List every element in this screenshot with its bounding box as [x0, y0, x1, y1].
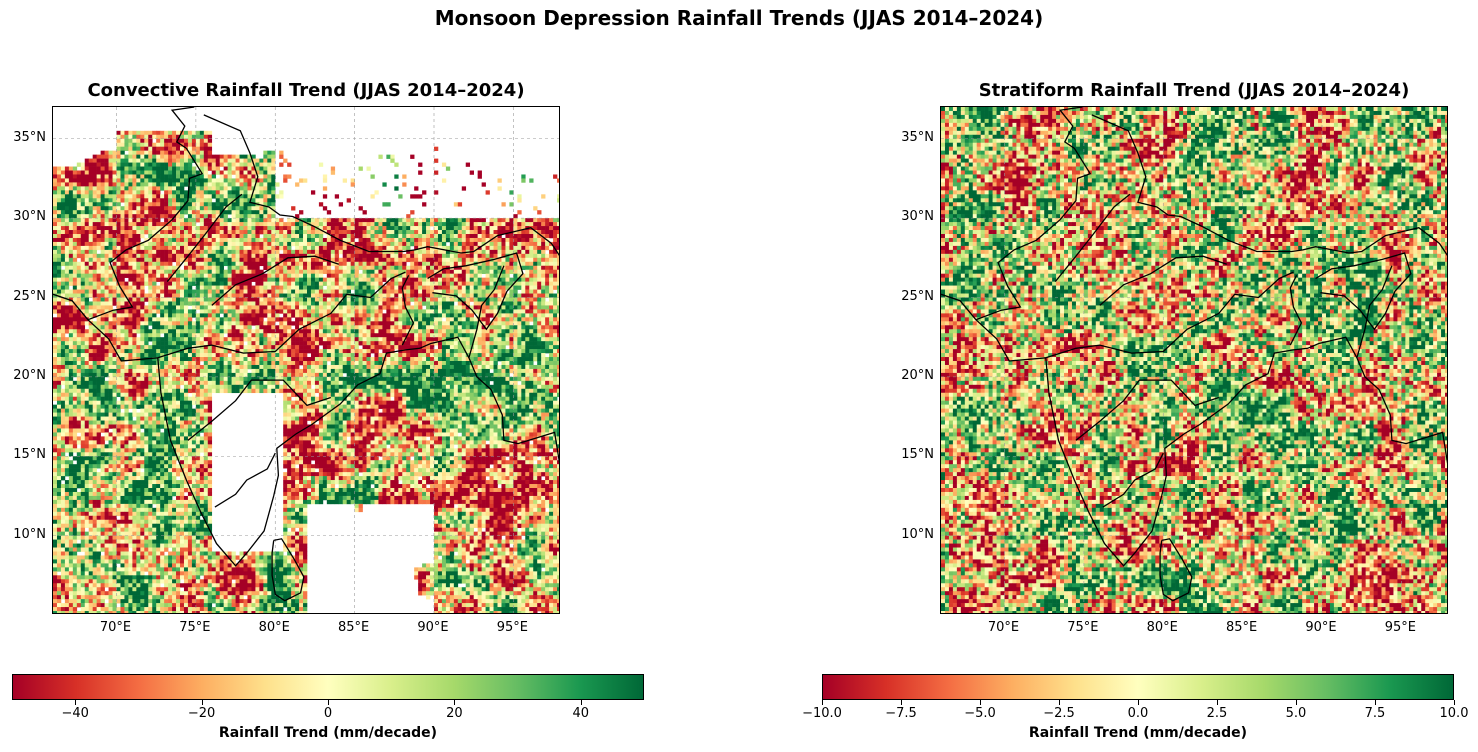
lon-tick-label: 80°E [244, 620, 304, 635]
lon-tick-label: 90°E [403, 620, 463, 635]
lon-tick-label: 80°E [1132, 620, 1192, 635]
colorbar-tick-label: 7.5 [1345, 706, 1405, 721]
colorbar-tickmark [1454, 700, 1455, 705]
colorbar-tick-label: −5.0 [950, 706, 1010, 721]
lat-tick-label: 10°N [0, 527, 46, 542]
lat-tick-label: 10°N [874, 527, 934, 542]
lon-tick-label: 75°E [165, 620, 225, 635]
colorbar-tick-label: 5.0 [1266, 706, 1326, 721]
colorbar-tick-label: 20 [424, 706, 484, 721]
lat-tick-label: 20°N [0, 368, 46, 383]
stratiform-colorbar-label: Rainfall Trend (mm/decade) [822, 725, 1454, 741]
lon-tick-label: 90°E [1291, 620, 1351, 635]
stratiform-panel-title: Stratiform Rainfall Trend (JJAS 2014–202… [940, 80, 1448, 101]
colorbar-tickmark [201, 700, 203, 705]
colorbar-tickmark [1375, 700, 1376, 705]
colorbar-tickmark [454, 700, 456, 705]
convective-panel-title: Convective Rainfall Trend (JJAS 2014–202… [52, 80, 560, 101]
lon-tick-label: 70°E [86, 620, 146, 635]
colorbar-tickmark [580, 700, 582, 705]
colorbar-tickmark [328, 700, 329, 705]
convective-map [52, 106, 560, 614]
colorbar-tick-label: −20 [172, 706, 232, 721]
figure-suptitle: Monsoon Depression Rainfall Trends (JJAS… [0, 6, 1478, 30]
colorbar-tick-label: 0.0 [1108, 706, 1168, 721]
lon-tick-label: 85°E [324, 620, 384, 635]
colorbar-tickmark [1138, 700, 1139, 705]
colorbar-tick-label: 40 [551, 706, 611, 721]
colorbar-tickmark [1296, 700, 1297, 705]
lon-tick-label: 75°E [1053, 620, 1113, 635]
lat-tick-label: 15°N [0, 447, 46, 462]
lat-tick-label: 30°N [874, 209, 934, 224]
colorbar-tickmark [901, 700, 902, 705]
lat-tick-label: 30°N [0, 209, 46, 224]
lat-tick-label: 20°N [874, 368, 934, 383]
lat-tick-label: 35°N [0, 130, 46, 145]
colorbar-tickmark [1217, 700, 1218, 705]
convective-colorbar [12, 674, 644, 700]
colorbar-tick-label: 10.0 [1424, 706, 1478, 721]
colorbar-tick-label: −7.5 [871, 706, 931, 721]
lon-tick-label: 95°E [482, 620, 542, 635]
lat-tick-label: 25°N [874, 289, 934, 304]
stratiform-map [940, 106, 1448, 614]
lat-tick-label: 15°N [874, 447, 934, 462]
lon-tick-label: 85°E [1212, 620, 1272, 635]
rainfall-trend-field [53, 107, 559, 613]
convective-colorbar-label: Rainfall Trend (mm/decade) [12, 725, 644, 741]
colorbar-tick-label: 0 [298, 706, 358, 721]
lon-tick-label: 70°E [974, 620, 1034, 635]
colorbar-tickmark [75, 700, 77, 705]
lon-tick-label: 95°E [1370, 620, 1430, 635]
rainfall-trend-field [941, 107, 1447, 613]
colorbar-tick-label: −40 [45, 706, 105, 721]
colorbar-tick-label: −2.5 [1029, 706, 1089, 721]
lat-tick-label: 25°N [0, 289, 46, 304]
colorbar-tick-label: 2.5 [1187, 706, 1247, 721]
colorbar-tickmark [822, 700, 823, 705]
stratiform-colorbar [822, 674, 1454, 700]
colorbar-tick-label: −10.0 [792, 706, 852, 721]
lat-tick-label: 35°N [874, 130, 934, 145]
colorbar-tickmark [980, 700, 981, 705]
colorbar-tickmark [1059, 700, 1060, 705]
